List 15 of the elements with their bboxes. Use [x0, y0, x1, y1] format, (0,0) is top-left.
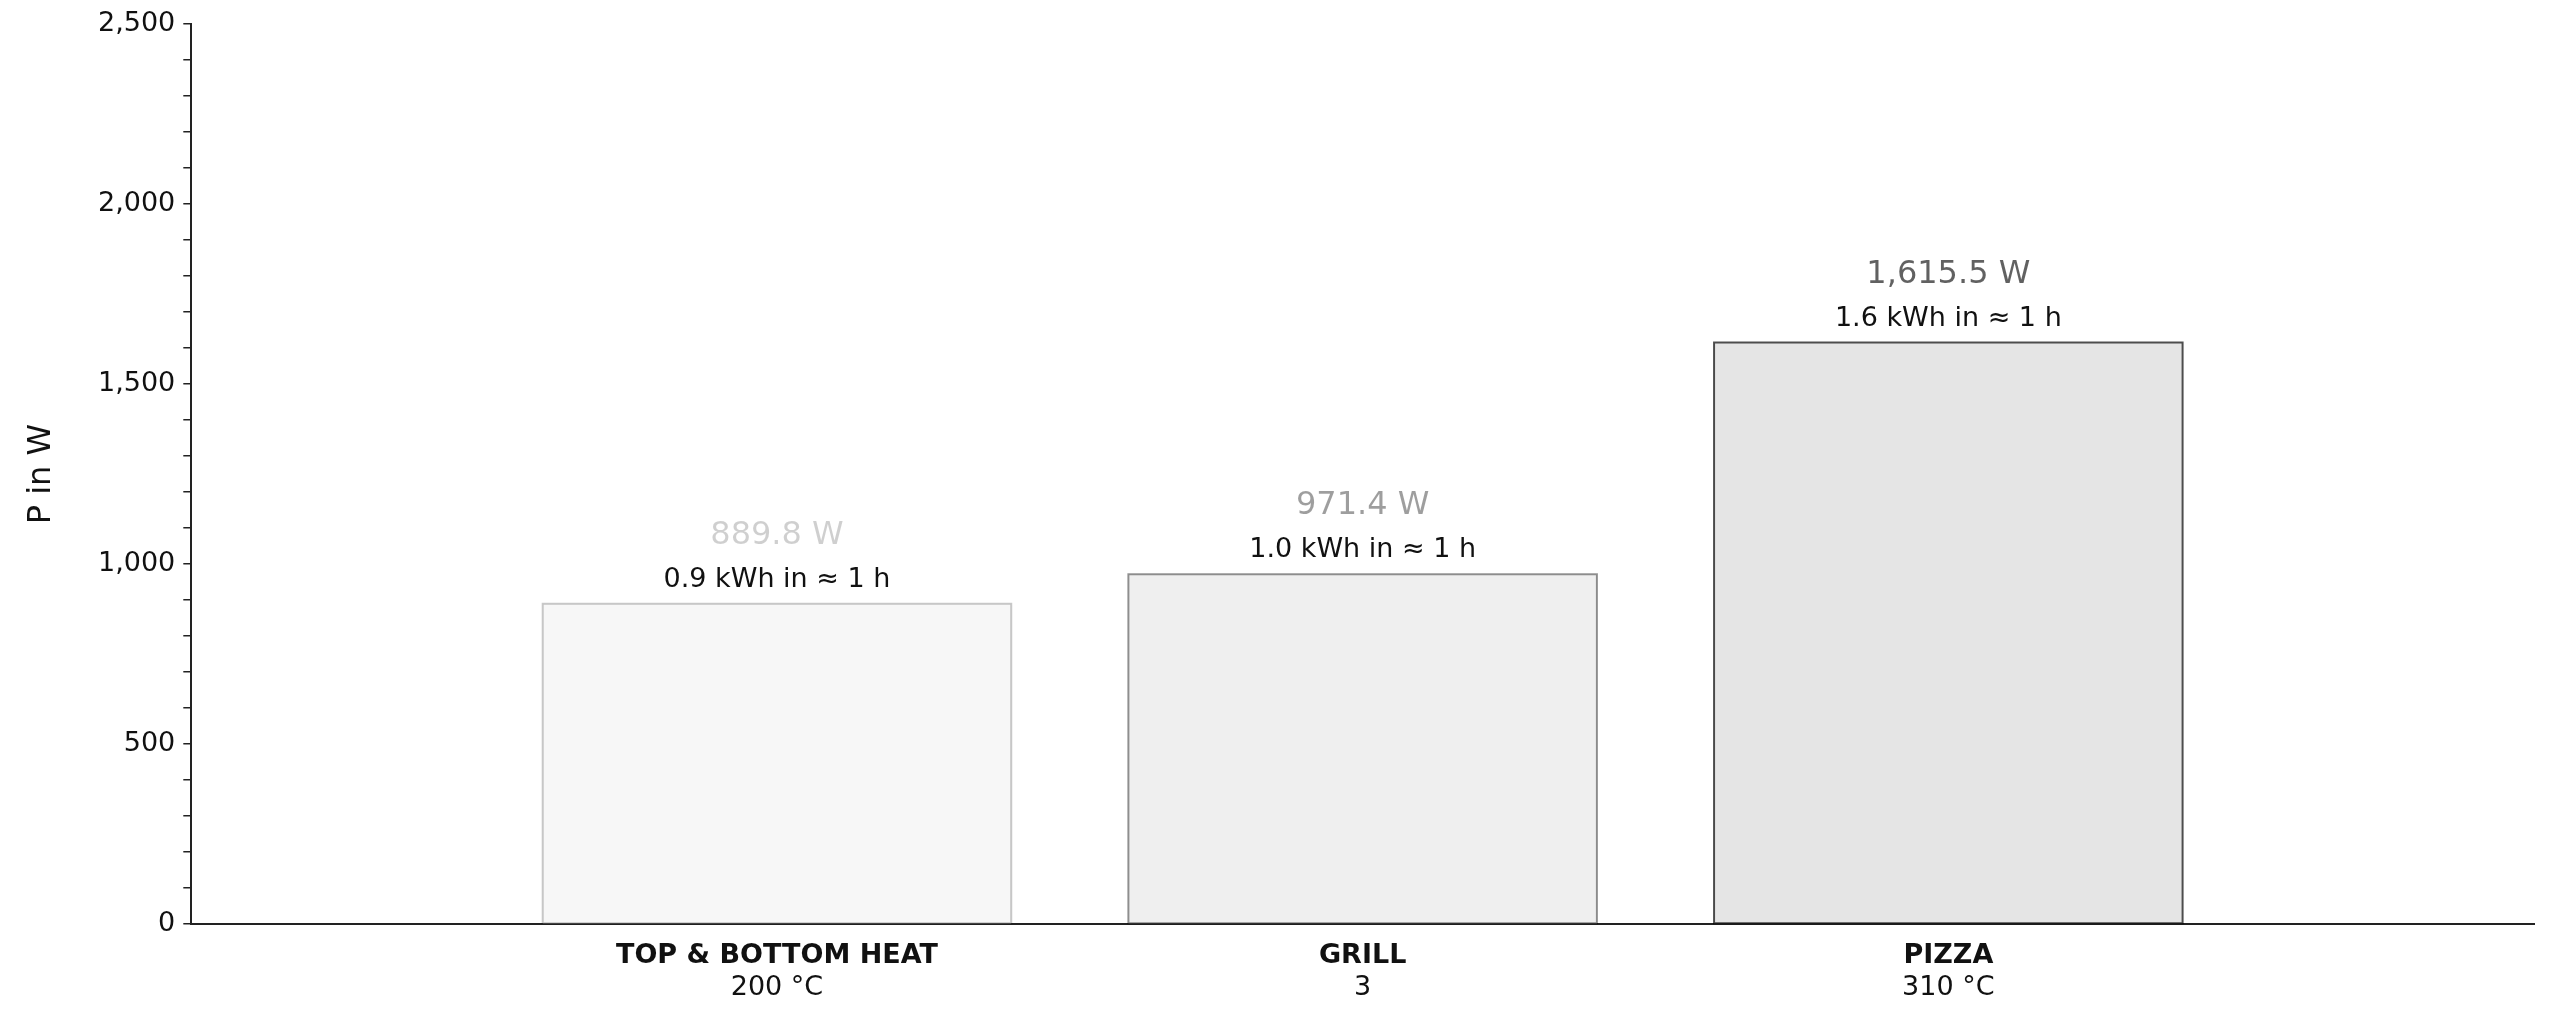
data-label: 1,615.5 W	[1866, 252, 2031, 291]
y-tick-label: 500	[123, 726, 176, 758]
data-label: 971.4 W	[1295, 484, 1430, 523]
y-tick-label: 2,500	[98, 6, 176, 38]
y-axis-title: P in W	[20, 423, 58, 525]
x-tick-label: PIZZA 310 °C	[1902, 938, 1995, 1001]
y-tick-label: 0	[158, 906, 176, 938]
x-tick-label: TOP & BOTTOM HEAT 200 °C	[615, 938, 939, 1001]
y-tick-label: 2,000	[98, 186, 176, 218]
y-tick-label: 1,500	[98, 366, 176, 398]
x-tick-label: GRILL 3	[1318, 938, 1407, 1001]
annotation: 1.0 kWh in ≈ 1 h	[1249, 532, 1477, 564]
annotation: 1.6 kWh in ≈ 1 h	[1834, 300, 2062, 332]
y-tick-label: 1,000	[98, 546, 176, 578]
annotation: 0.9 kWh in ≈ 1 h	[663, 561, 891, 593]
